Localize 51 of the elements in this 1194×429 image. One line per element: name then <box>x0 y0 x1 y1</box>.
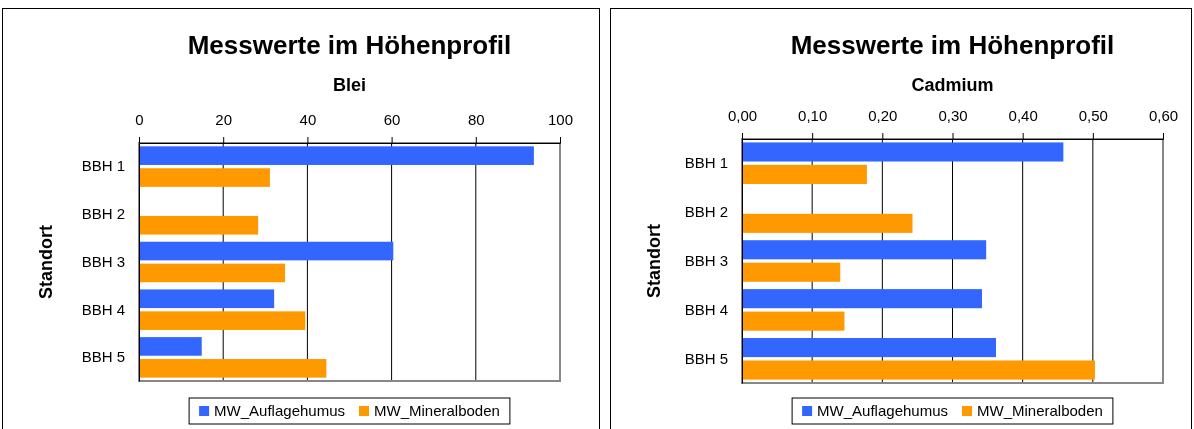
y-tick-label: BBH 5 <box>81 348 125 366</box>
chart-subtitle: Blei <box>332 75 367 95</box>
chart-title: Messwerte im Höhenprofil <box>790 30 1115 60</box>
bar <box>139 337 202 356</box>
bar <box>139 168 270 187</box>
x-tick-label: 0 <box>135 111 144 128</box>
bar <box>742 142 1064 162</box>
y-axis-title: Standort <box>36 225 56 299</box>
y-tick-label: BBH 4 <box>81 300 125 318</box>
bar <box>742 213 913 233</box>
x-tick-label: 0,40 <box>1008 107 1038 124</box>
bar <box>139 289 275 309</box>
x-tick-label: 0,10 <box>798 107 828 124</box>
x-tick-label: 60 <box>383 111 401 128</box>
y-tick-label: BBH 1 <box>684 154 728 171</box>
x-tick-label: 0,20 <box>868 107 898 124</box>
bar <box>139 263 286 283</box>
y-tick-label: BBH 2 <box>81 205 125 223</box>
chart-subtitle: Cadmium <box>911 75 994 95</box>
bar <box>742 289 982 309</box>
bar <box>742 338 996 358</box>
x-tick-label: 100 <box>547 111 574 128</box>
bar <box>742 240 987 260</box>
x-tick-label: 0,30 <box>938 107 968 124</box>
x-tick-label: 40 <box>299 111 317 128</box>
bar <box>139 215 259 235</box>
legend-label: MW_Auflagehumus <box>817 402 949 419</box>
legend-label: MW_Auflagehumus <box>214 402 346 419</box>
y-tick-label: BBH 3 <box>684 251 728 269</box>
x-tick-label: 0,00 <box>727 107 758 124</box>
x-tick-label: 80 <box>467 111 485 128</box>
legend-label: MW_Mineralboden <box>977 402 1103 419</box>
bar <box>742 360 1095 380</box>
y-tick-label: BBH 4 <box>684 300 728 318</box>
y-tick-label: BBH 2 <box>684 202 728 220</box>
bar <box>742 311 845 331</box>
y-tick-label: BBH 3 <box>81 252 125 270</box>
bar <box>139 311 306 330</box>
legend-label: MW_Mineralboden <box>374 402 500 419</box>
bar <box>139 146 534 165</box>
bar <box>742 164 867 184</box>
y-axis-title: Standort <box>644 224 664 298</box>
x-tick-label: 0,50 <box>1078 107 1108 124</box>
x-tick-label: 0,60 <box>1148 107 1179 124</box>
bar <box>139 241 394 261</box>
bar <box>139 359 327 378</box>
chart-title: Messwerte im Höhenprofil <box>187 30 512 60</box>
x-tick-label: 20 <box>215 111 233 128</box>
y-tick-label: BBH 1 <box>81 157 125 175</box>
y-tick-label: BBH 5 <box>684 349 728 367</box>
bar <box>742 262 841 282</box>
